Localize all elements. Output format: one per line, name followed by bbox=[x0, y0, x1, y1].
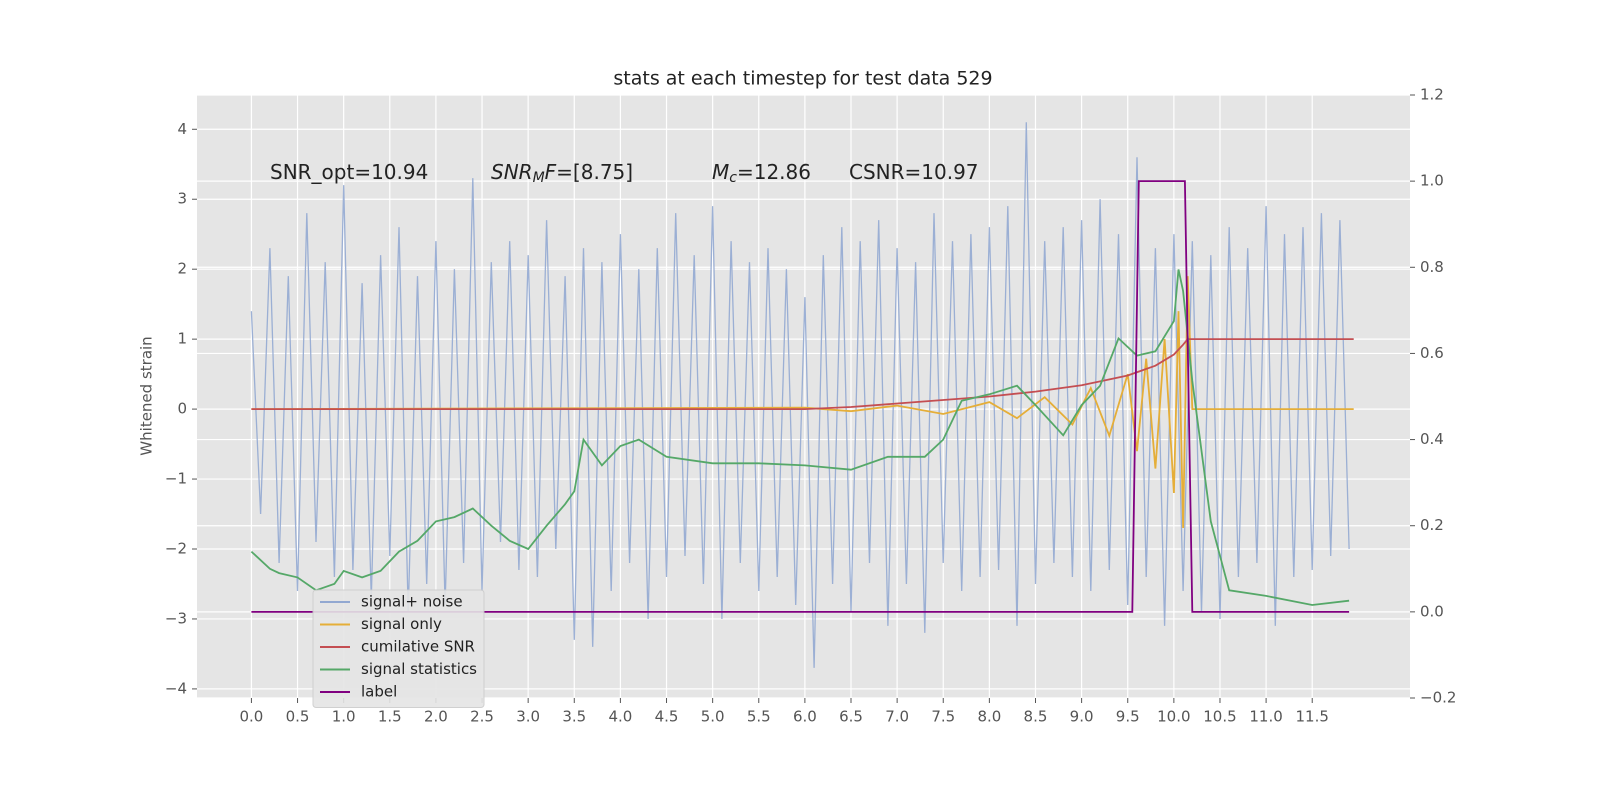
y-tick-label: 1 bbox=[177, 330, 187, 348]
y-tick-label: 3 bbox=[177, 190, 187, 208]
y-tick-label: 4 bbox=[177, 120, 187, 138]
annotation-part: SNR bbox=[491, 160, 533, 184]
x-tick-label: 5.0 bbox=[701, 708, 725, 726]
y2-tick-label: 1.0 bbox=[1420, 172, 1444, 190]
x-tick-label: 0.0 bbox=[239, 708, 263, 726]
y-axis-label: Whitened strain bbox=[138, 336, 156, 455]
annotation-part: F bbox=[545, 160, 557, 184]
y2-tick-label: 1.2 bbox=[1420, 86, 1444, 104]
x-tick-label: 8.0 bbox=[977, 708, 1001, 726]
x-tick-label: 4.5 bbox=[655, 708, 679, 726]
y2-tick-label: 0.8 bbox=[1420, 258, 1444, 276]
legend-box bbox=[312, 589, 485, 708]
x-tick-label: 11.5 bbox=[1296, 708, 1329, 726]
x-tick-label: 6.0 bbox=[793, 708, 817, 726]
x-tick-label: 5.5 bbox=[747, 708, 771, 726]
x-tick-label: 10.5 bbox=[1203, 708, 1236, 726]
y-tick-label: −4 bbox=[165, 679, 187, 697]
legend-label: signal only bbox=[361, 615, 442, 633]
annotation-part: M bbox=[712, 160, 729, 184]
x-tick-label: 0.5 bbox=[286, 708, 310, 726]
x-tick-label: 11.0 bbox=[1249, 708, 1282, 726]
annotation-part: M bbox=[533, 170, 545, 186]
annotation-part: SNR_opt=10.94 bbox=[270, 160, 428, 184]
x-tick-label: 3.0 bbox=[516, 708, 540, 726]
x-tick-label: 2.0 bbox=[424, 708, 448, 726]
x-tick-label: 2.5 bbox=[470, 708, 494, 726]
legend-label: cumilative SNR bbox=[361, 638, 475, 656]
series-line bbox=[250, 269, 1350, 606]
y2-tick-label: 0.6 bbox=[1420, 344, 1444, 362]
legend-label: signal+ noise bbox=[361, 593, 463, 611]
series-line bbox=[251, 180, 1350, 613]
annotation-part: CSNR=10.97 bbox=[849, 160, 979, 184]
annotation-part: c bbox=[729, 170, 737, 186]
y-tick-label: −2 bbox=[165, 539, 187, 557]
legend-label: signal statistics bbox=[361, 660, 477, 678]
y2-tick-label: 0.0 bbox=[1420, 602, 1444, 620]
x-tick-label: 7.5 bbox=[931, 708, 955, 726]
annotation: SNRMF=[8.75] bbox=[491, 160, 633, 187]
x-tick-label: 8.5 bbox=[1024, 708, 1048, 726]
y2-tick-label: −0.2 bbox=[1420, 689, 1456, 707]
x-tick-label: 9.5 bbox=[1116, 708, 1140, 726]
y-tick-label: 0 bbox=[177, 400, 187, 418]
series-line bbox=[251, 338, 1354, 410]
legend-label: label bbox=[361, 683, 397, 701]
x-tick-label: 3.5 bbox=[562, 708, 586, 726]
y-tick-label: −3 bbox=[165, 609, 187, 627]
chart-title: stats at each timestep for test data 529 bbox=[613, 68, 992, 90]
y2-tick-label: 0.4 bbox=[1420, 430, 1444, 448]
x-tick-label: 1.5 bbox=[378, 708, 402, 726]
annotation: SNR_opt=10.94 bbox=[270, 160, 428, 184]
series-line bbox=[250, 122, 1350, 668]
x-tick-label: 9.0 bbox=[1070, 708, 1094, 726]
y-tick-label: −1 bbox=[165, 470, 187, 488]
x-tick-label: 10.0 bbox=[1157, 708, 1190, 726]
x-tick-label: 7.0 bbox=[885, 708, 909, 726]
x-tick-label: 1.0 bbox=[332, 708, 356, 726]
annotation: Mc=12.86 bbox=[712, 160, 811, 187]
annotation: CSNR=10.97 bbox=[849, 160, 979, 184]
x-tick-label: 4.0 bbox=[608, 708, 632, 726]
series-line bbox=[251, 276, 1354, 529]
y2-tick-label: 0.2 bbox=[1420, 516, 1444, 534]
annotation-part: =[8.75] bbox=[556, 160, 633, 184]
annotation-part: =12.86 bbox=[737, 160, 811, 184]
x-tick-label: 6.5 bbox=[839, 708, 863, 726]
y-tick-label: 2 bbox=[177, 260, 187, 278]
